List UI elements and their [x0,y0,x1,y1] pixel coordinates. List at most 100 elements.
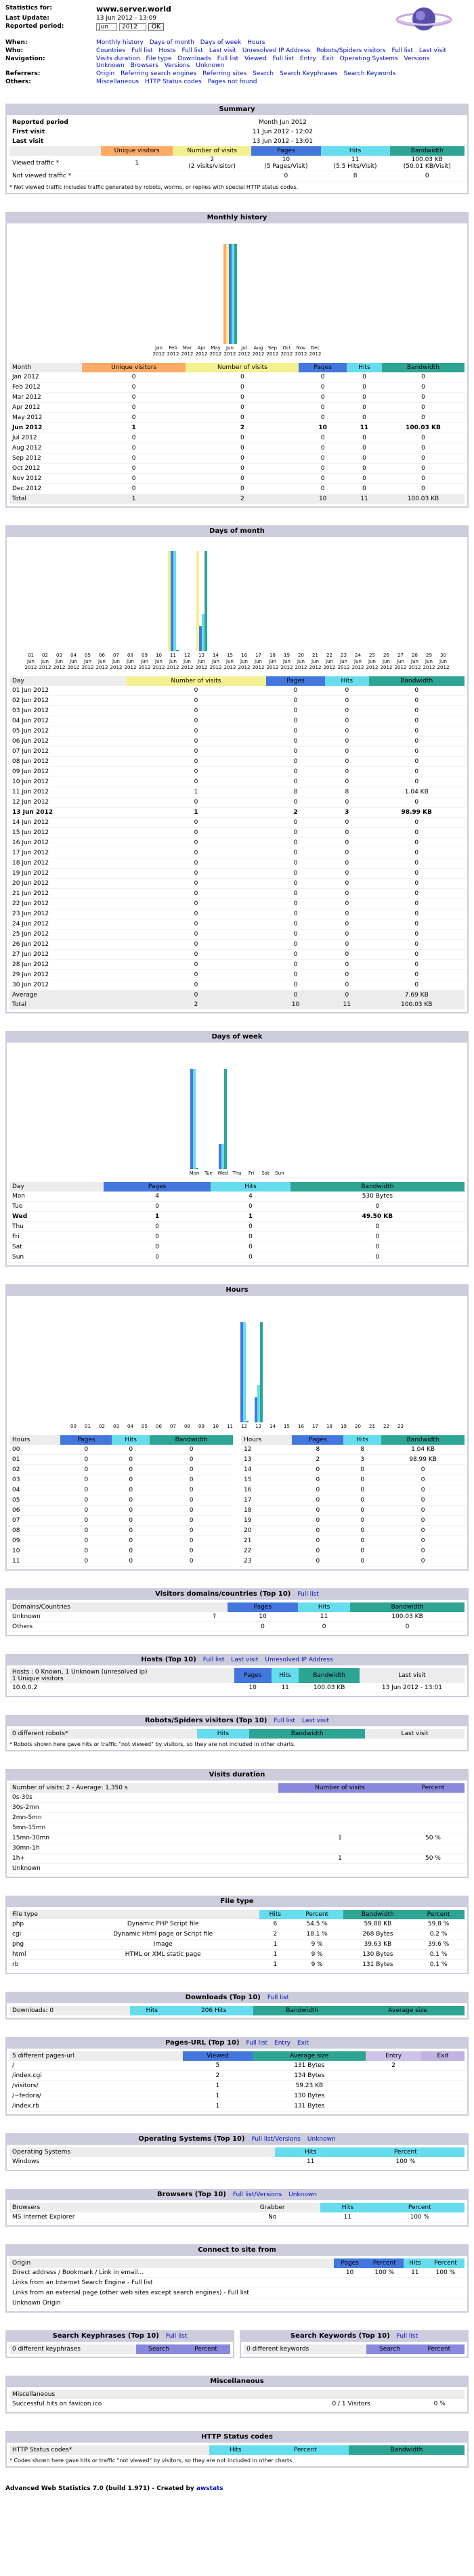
nav-link[interactable]: Robots/Spiders visitors [316,47,386,54]
nav-link[interactable]: Full list [131,47,153,54]
nav-link[interactable]: Downloads [177,56,211,62]
column-header: Exit [421,2051,465,2061]
nav-link[interactable]: Referring search engines [121,70,197,77]
table-cell: 0 [299,473,347,484]
nav-link[interactable]: Viewed [244,56,267,62]
section-link[interactable]: Full list [246,2040,268,2047]
nav-link[interactable]: File type [146,56,172,62]
nav-link[interactable]: Search Keyphrases [279,70,338,77]
bars [252,242,265,344]
section-body: Jan 2012 Feb 2012 Mar 2012 Apr 2012 May 2012… [5,223,469,508]
table-cell: 0 [343,1505,382,1516]
table-cell: 0 [292,1515,344,1526]
table-cell [334,2298,366,2309]
table-cell: 12 [241,1445,293,1455]
cell-text: Oct 2012 [12,465,41,472]
table-cell: 0 [368,736,465,747]
nav-link[interactable]: Entry [299,56,316,62]
table-row: 04 Jun 2012 0 0 0 0 [9,716,465,726]
table-cell: 0 [343,1535,382,1546]
table-cell: 0 [126,980,266,990]
section-link[interactable]: Unknown [307,2136,336,2143]
section-link[interactable]: Full list/Versions [251,2136,301,2143]
nav-link[interactable]: Last visit [209,47,236,54]
section-link[interactable]: Unresolved IP Address [265,1657,333,1663]
nav-link[interactable]: Full list [272,56,295,62]
section-link[interactable]: Full list [267,1994,289,2001]
bar-label: Wed [217,1171,228,1176]
nav-link[interactable]: Days of month [149,39,194,46]
section-link[interactable]: Entry [274,2040,290,2047]
nav-link[interactable]: Hours [247,39,265,46]
section-link[interactable]: Last visit [301,1718,330,1724]
section-link[interactable]: Full list [396,2333,418,2340]
table-cell: 0 [346,453,382,464]
nav-link[interactable]: Search Keywords [343,70,396,77]
nav-link[interactable]: Hosts [158,47,176,54]
table-cell: 01 [9,1454,61,1465]
month-select[interactable]: Jun [96,23,118,31]
nav-link[interactable]: Operating Systems [339,56,398,62]
section-link[interactable]: Full list [297,1591,319,1598]
bar-group: 23 Jun 2012 [337,550,351,671]
section-link[interactable]: Exit [297,2040,309,2047]
section-link[interactable]: Full list [165,2333,188,2340]
bar-group: 00 [66,1321,81,1430]
section-link[interactable]: Unknown [288,2191,317,2198]
section-link[interactable]: Full list [202,1657,225,1663]
sections: Summary Reported period Month Jun 2012 Firs… [0,104,474,2468]
table-row: 21 0 0 0 [241,1535,465,1546]
nav-link[interactable]: Countries [96,47,126,54]
table-cell: Thu [9,1221,104,1232]
section-link[interactable]: Last visit [231,1657,259,1663]
nav-link[interactable]: Browsers [130,62,158,69]
cell-text: 10 [345,2269,354,2276]
nav-link[interactable]: Exit [322,56,334,62]
ok-button[interactable]: OK [148,23,164,31]
section-title-text: Connect to site from [198,2246,276,2254]
table-cell: 0 [112,1535,150,1546]
cell-text: 0 [84,1487,89,1493]
nav-link[interactable]: Monthly history [96,39,144,46]
table-row: 0s-30s [9,1793,465,1803]
table-cell: 0 [82,453,186,464]
table-cell: 0 [325,878,369,889]
nav-link[interactable]: Referring sites [202,70,247,77]
cell-text: 0 [320,394,325,401]
nav-link[interactable]: Versions [164,62,190,69]
table-row: 10.0.0.2 10 11 100.03 KB 13 Jun 2012 - 13:01 [9,1683,465,1693]
column-header: Bandwidth [343,1910,413,1919]
bar-label: 26 Jun 2012 [380,653,393,670]
year-select[interactable]: 2012 [119,23,146,31]
table-cell: 0 [227,1621,299,1632]
cell-text: 59.88 KB [364,1921,392,1927]
bars [223,242,237,344]
bars [353,550,364,651]
nav-link[interactable]: HTTP Status codes [144,79,202,85]
nav-link[interactable]: Unresolved IP Address [242,47,311,54]
nav-link[interactable]: Full list [181,47,203,54]
nav-link[interactable]: Unknown [96,62,125,69]
section-link[interactable]: Full list/Versions [232,2191,282,2198]
nav-link[interactable]: Miscellaneous [96,79,139,85]
cell-text: /index.rb [12,2103,39,2110]
nav-link[interactable]: Pages not found [207,79,257,85]
bars [280,242,294,344]
nav-link[interactable]: Days of week [200,39,242,46]
footer-link[interactable]: awstats [196,2485,223,2492]
nav-link[interactable]: Full list [217,56,239,62]
table-cell: 1h+ [9,1853,278,1864]
nav-link[interactable]: Origin [96,70,115,77]
cell-text: 22 [244,1548,252,1554]
table-cell: Jan 2012 [9,372,82,383]
nav-link[interactable]: Unknown [196,62,225,69]
nav-link[interactable]: Search [253,70,274,77]
nav-link[interactable]: Versions [404,56,430,62]
section-link[interactable]: Full list [274,1718,295,1724]
header-table: Statistics for: www.server.world Last Up… [5,4,174,32]
nav-link[interactable]: Full list [391,47,414,54]
nav-link[interactable]: Visits duration [96,56,140,62]
nav-link[interactable]: Last visit [418,47,447,54]
cell-text: Dynamic Html page or Script file [113,1931,213,1938]
cell-text: 0 [414,870,419,877]
